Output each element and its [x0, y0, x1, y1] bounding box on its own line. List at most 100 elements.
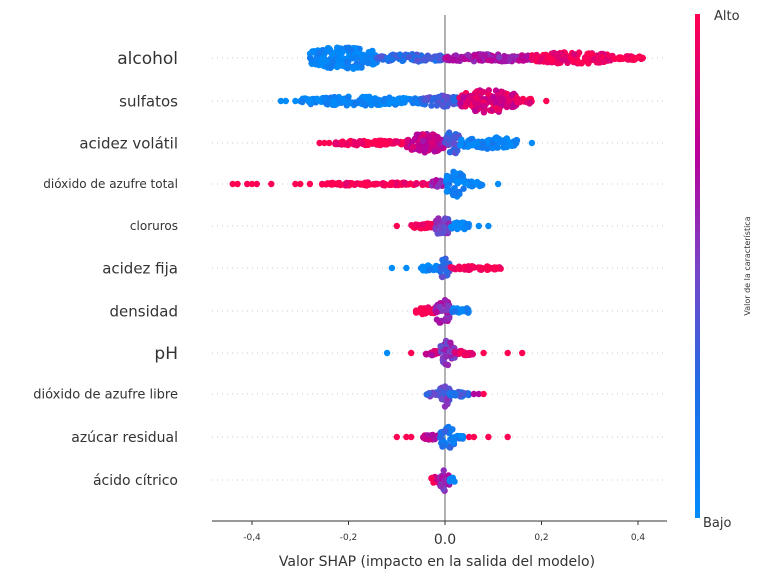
- data-point: [422, 145, 429, 153]
- colorbar: Alto Bajo Valor de la característica: [695, 9, 752, 531]
- colorbar-high-label: Alto: [714, 9, 740, 24]
- data-point: [454, 57, 461, 64]
- data-point: [474, 140, 481, 147]
- data-point: [442, 353, 450, 360]
- data-point: [377, 53, 385, 60]
- data-point: [443, 175, 450, 182]
- outlier-point: [388, 264, 396, 272]
- data-point: [340, 97, 348, 104]
- data-point: [479, 140, 486, 147]
- data-point: [451, 220, 458, 227]
- feature-label: ácido cítrico: [93, 473, 178, 489]
- data-point: [456, 190, 463, 198]
- data-point: [575, 49, 583, 56]
- data-point: [473, 88, 481, 95]
- data-point: [446, 390, 454, 397]
- data-point: [439, 102, 447, 109]
- data-point: [329, 59, 337, 67]
- data-point: [489, 140, 496, 147]
- outlier-point: [543, 97, 550, 105]
- data-point: [464, 51, 472, 59]
- outlier-point: [316, 139, 323, 147]
- data-point: [452, 390, 459, 397]
- outlier-point: [393, 222, 400, 230]
- data-point: [366, 94, 373, 102]
- data-point: [550, 49, 558, 57]
- feature-label: densidad: [110, 302, 178, 320]
- outlier-point: [480, 349, 487, 357]
- data-point: [501, 57, 509, 65]
- data-point: [462, 103, 469, 110]
- data-point: [389, 97, 397, 105]
- data-point: [333, 140, 340, 147]
- outlier-point: [403, 433, 410, 441]
- data-point: [413, 180, 420, 188]
- outlier-point: [244, 180, 251, 188]
- data-point: [423, 391, 430, 398]
- data-point: [463, 351, 470, 359]
- data-point: [433, 309, 440, 316]
- outlier-point: [504, 349, 511, 357]
- outlier-point: [475, 222, 482, 230]
- data-point: [440, 259, 447, 266]
- data-point: [334, 44, 341, 51]
- data-point: [452, 170, 459, 177]
- data-point: [451, 348, 458, 356]
- data-point: [554, 59, 561, 66]
- data-point: [401, 179, 408, 186]
- outlier-point: [253, 180, 260, 188]
- data-point: [422, 350, 430, 358]
- data-point: [441, 215, 449, 222]
- data-point: [528, 55, 536, 62]
- data-point: [457, 224, 464, 231]
- data-point: [447, 339, 454, 346]
- data-point: [368, 101, 375, 109]
- outlier-point: [519, 349, 526, 357]
- data-point: [339, 139, 346, 147]
- data-point: [484, 145, 491, 152]
- data-point: [443, 96, 450, 104]
- data-point: [433, 102, 441, 109]
- feature-labels: alcohol sulfatos acidez volátil dióxido de …: [33, 49, 178, 489]
- data-point: [562, 56, 569, 63]
- outlier-point: [494, 180, 502, 188]
- feature-label: sulfatos: [119, 92, 178, 110]
- feature-label: dióxido de azufre libre: [33, 388, 178, 403]
- outlier-point: [639, 54, 646, 62]
- outlier-point: [321, 139, 328, 147]
- feature-label: pH: [154, 344, 178, 364]
- data-point: [435, 93, 442, 101]
- outlier-point: [485, 222, 492, 230]
- data-point: [449, 264, 457, 271]
- data-point: [357, 181, 364, 188]
- data-point: [447, 56, 455, 63]
- data-point: [443, 134, 450, 141]
- data-point: [450, 439, 457, 446]
- outlier-point: [268, 180, 275, 188]
- data-point: [374, 180, 381, 188]
- data-point: [314, 95, 321, 103]
- outlier-point: [403, 264, 410, 272]
- x-axis-title: Valor SHAP (impacto en la salida del mod…: [279, 554, 595, 570]
- data-point: [446, 348, 453, 355]
- data-point: [470, 263, 477, 271]
- data-point: [329, 51, 336, 58]
- colorbar-gradient: [695, 14, 700, 518]
- data-point: [419, 267, 427, 274]
- data-point: [386, 137, 394, 145]
- data-point: [484, 137, 491, 144]
- data-point: [451, 308, 459, 315]
- data-point: [444, 361, 452, 369]
- data-point: [571, 51, 578, 58]
- data-point: [496, 106, 503, 113]
- data-point: [440, 467, 447, 474]
- outlier-point: [229, 180, 236, 188]
- data-point: [508, 91, 515, 99]
- data-point: [393, 138, 401, 145]
- data-point: [335, 97, 343, 105]
- outlier-point: [306, 180, 314, 188]
- data-point: [484, 263, 491, 270]
- data-point: [399, 57, 406, 65]
- data-point: [347, 47, 354, 54]
- data-point: [595, 55, 603, 62]
